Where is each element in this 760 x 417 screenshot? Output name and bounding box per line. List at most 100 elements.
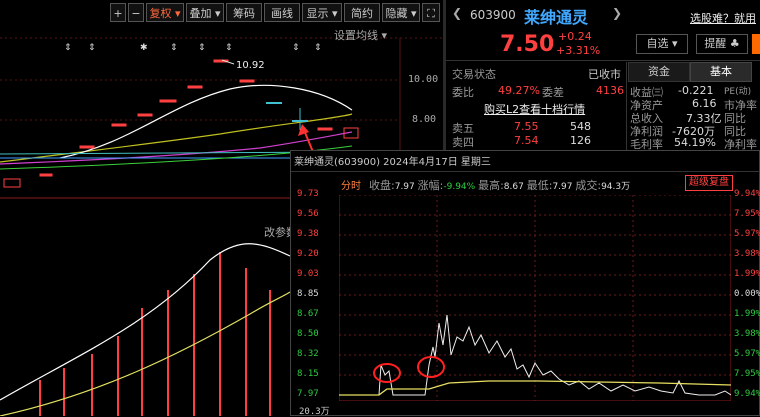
fund-label2: 净利率 — [724, 138, 757, 151]
y-left-tick: 8.67 — [297, 309, 319, 319]
fund-row: 毛利率 54.19% 净利率 — [630, 136, 760, 151]
y-right-tick: 7.95% — [734, 209, 760, 219]
fund-value: -0.221 — [678, 84, 714, 97]
svg-text:✱: ✱ — [140, 43, 148, 53]
chips-button[interactable]: 筹码 — [226, 3, 262, 22]
hide-label: 隐藏 — [385, 7, 408, 20]
overlay-button[interactable]: 叠加 ▾ — [186, 3, 224, 22]
overlay-label: 叠加 — [189, 7, 212, 20]
high-label: 最高: — [478, 179, 504, 192]
fund-row: 净利润 -7620万 同比 — [630, 123, 760, 138]
divider — [446, 60, 760, 61]
tab-intraday[interactable]: 分时 — [341, 181, 361, 192]
y-right-tick: 7.95% — [734, 369, 760, 379]
stock-code: 603900 — [470, 8, 516, 22]
ma-settings-button[interactable]: 设置均线 ▾ — [334, 29, 388, 42]
volume-axis-label: 20.3万 — [299, 407, 330, 417]
fund-value: 6.16 — [692, 97, 717, 110]
fund-label2: 同比 — [724, 125, 746, 138]
ask5-volume: 548 — [570, 120, 591, 133]
low-label: 最低: — [526, 179, 553, 192]
y-left-tick: 9.73 — [297, 189, 319, 199]
nav-forward-icon[interactable]: ❯ — [612, 6, 623, 20]
popup-title: 莱绅通灵(603900) 2024年4月17日 星期三 — [294, 157, 491, 168]
edge-button[interactable] — [752, 34, 760, 54]
ask4-label: 卖四 — [452, 136, 474, 149]
restore-label: 复权 — [149, 7, 172, 20]
simple-button[interactable]: 简约 — [344, 3, 380, 22]
price-change: +0.24 — [558, 30, 592, 43]
y-left-tick: 9.20 — [297, 249, 319, 259]
l2-quote-link[interactable]: 购买L2查看十档行情 — [484, 103, 586, 116]
y-left-tick: 9.38 — [297, 229, 319, 239]
intraday-chart — [339, 195, 731, 401]
fund-label2: 同比 — [724, 112, 746, 125]
y-right-tick: 5.97% — [734, 349, 760, 359]
svg-text:⇕: ⇕ — [198, 43, 206, 53]
y-right-tick: 9.94% — [734, 389, 760, 399]
trade-status-value: 已收市 — [588, 68, 621, 81]
change-label: 涨幅: — [417, 179, 444, 192]
fund-value: 7.33亿 — [686, 112, 722, 125]
watchlist-label: 自选 — [646, 37, 669, 50]
svg-text:⇕: ⇕ — [170, 43, 178, 53]
price-change-pct: +3.31% — [556, 44, 601, 57]
weibi-label: 委比 — [452, 86, 474, 99]
svg-text:⇕: ⇕ — [88, 43, 96, 53]
zoom-out-button[interactable]: − — [128, 3, 144, 22]
fund-label: 总收入 — [630, 112, 663, 125]
close-label: 收盘: — [369, 179, 395, 192]
weicha-value: 4136 — [596, 84, 624, 97]
tab-fundamentals[interactable]: 基本 — [690, 62, 752, 82]
fund-row: 总收入 7.33亿 同比 — [630, 110, 760, 125]
fund-label: 收益㈢ — [630, 86, 663, 99]
bell-icon: ♣ — [729, 37, 740, 50]
trade-status-label: 交易状态 — [452, 68, 496, 81]
hide-button[interactable]: 隐藏 ▾ — [382, 3, 420, 22]
y-left-tick: 8.85 — [297, 289, 319, 299]
indicator-param-label[interactable]: 改参数 — [264, 226, 297, 239]
ask4-price: 7.54 — [514, 134, 539, 147]
weibi-value: 49.27% — [498, 84, 540, 97]
y-left-tick: 7.97 — [297, 389, 319, 399]
y-right-tick: 5.97% — [734, 229, 760, 239]
y-right-tick: 3.98% — [734, 329, 760, 339]
watchlist-button[interactable]: 自选 ▾ — [636, 34, 688, 54]
super-replay-button[interactable]: 超级复盘 — [685, 175, 733, 191]
y-left-tick: 9.56 — [297, 209, 319, 219]
y-left-tick: 9.03 — [297, 269, 319, 279]
fund-row: 收益㈢ -0.221 PE(动) — [630, 84, 760, 99]
nav-back-icon[interactable]: ❮ — [452, 6, 463, 20]
y-left-tick: 8.50 — [297, 329, 319, 339]
fundamentals-list: 收益㈢ -0.221 PE(动) 净资产 6.16 市净率 总收入 7.33亿 … — [630, 84, 760, 151]
peak-price-label: 10.92 — [236, 60, 265, 71]
fund-value: 54.19% — [674, 136, 716, 149]
volume-label: 成交: — [575, 179, 602, 192]
zoom-in-button[interactable]: + — [110, 3, 126, 22]
ma-settings-label: 设置均线 — [334, 29, 378, 42]
ask5-price: 7.55 — [514, 120, 539, 133]
ask5-label: 卖五 — [452, 122, 474, 135]
fund-label2: 市净率 — [724, 99, 757, 112]
y-left-tick: 8.15 — [297, 369, 319, 379]
alert-button[interactable]: 提醒 ♣ — [696, 34, 748, 54]
fund-label: 净资产 — [630, 99, 663, 112]
stock-pick-link[interactable]: 选股难？就用 — [690, 12, 756, 25]
fund-label: 净利润 — [630, 125, 663, 138]
divider — [291, 171, 759, 172]
fullscreen-icon[interactable]: ⛶ — [422, 3, 440, 22]
display-button[interactable]: 显示 ▾ — [302, 3, 342, 22]
restore-rights-button[interactable]: 复权 ▾ — [146, 3, 184, 22]
high-value: 8.67 — [503, 182, 524, 192]
tab-funds[interactable]: 资金 — [628, 62, 690, 82]
popup-stats: 收盘:7.97 涨幅:-9.94% 最高:8.67 最低:7.97 成交:94.… — [369, 177, 630, 193]
alert-label: 提醒 — [704, 37, 727, 50]
ask4-volume: 126 — [570, 134, 591, 147]
volume-value: 94.3万 — [601, 182, 631, 192]
svg-text:⇕: ⇕ — [314, 43, 322, 53]
svg-text:⇕: ⇕ — [292, 43, 300, 53]
svg-text:⇕: ⇕ — [64, 43, 72, 53]
divider — [626, 62, 627, 152]
change-value: -9.94% — [443, 182, 476, 192]
draw-line-button[interactable]: 画线 — [264, 3, 300, 22]
